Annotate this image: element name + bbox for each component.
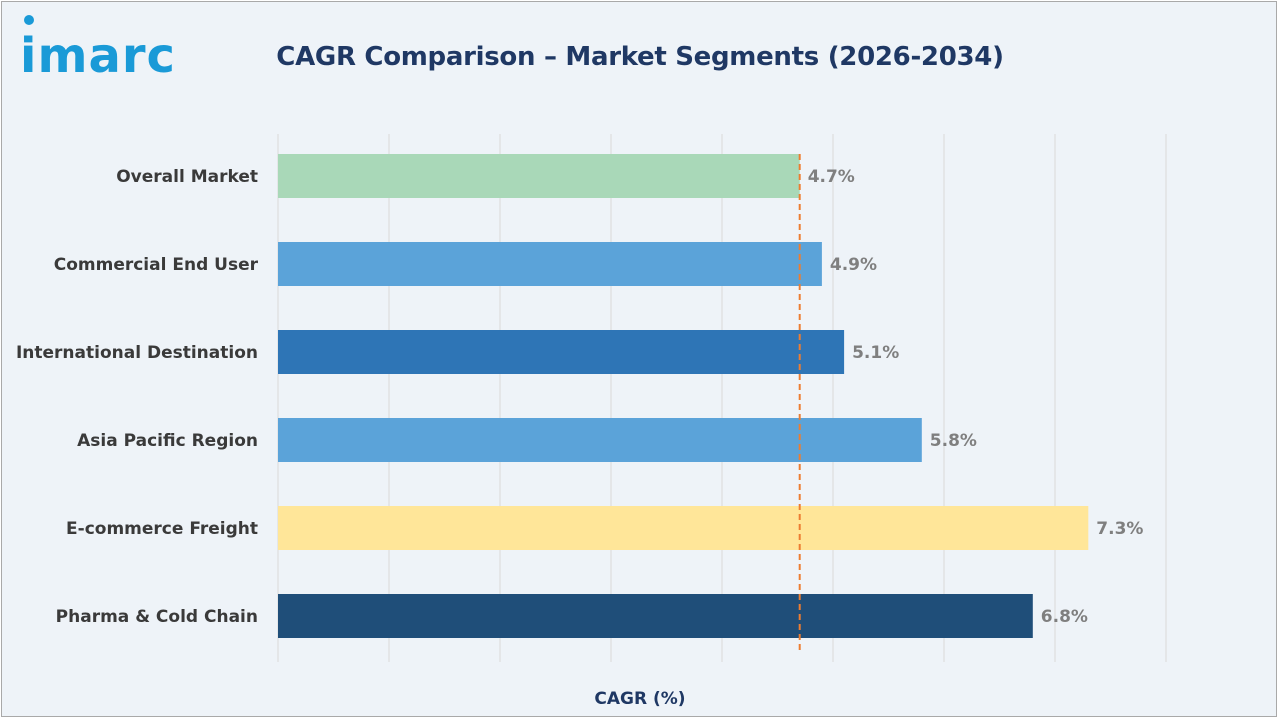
data-label: 7.3%: [1096, 519, 1143, 539]
bar: [278, 330, 845, 374]
data-label: 4.7%: [808, 167, 855, 187]
x-axis-title: CAGR (%): [594, 689, 685, 709]
category-label: Asia Pacific Region: [77, 431, 258, 451]
data-label: 5.1%: [852, 343, 899, 363]
category-label: E-commerce Freight: [66, 519, 258, 539]
chart-title: CAGR Comparison – Market Segments (2026-…: [276, 42, 1004, 72]
bar: [278, 154, 800, 198]
data-label: 4.9%: [830, 255, 877, 275]
category-label: International Destination: [16, 343, 258, 363]
data-label: 5.8%: [930, 431, 977, 451]
category-label: Commercial End User: [54, 255, 259, 275]
bar: [278, 594, 1033, 638]
category-label: Pharma & Cold Chain: [56, 607, 258, 627]
category-label: Overall Market: [116, 167, 258, 187]
data-label: 6.8%: [1041, 607, 1088, 627]
imarc-logo: imarc: [20, 14, 205, 84]
svg-text:imarc: imarc: [20, 28, 176, 84]
bar: [278, 506, 1089, 550]
bar: [278, 418, 922, 462]
bar: [278, 242, 822, 286]
imarc-logo-graphic: imarc: [20, 15, 176, 84]
